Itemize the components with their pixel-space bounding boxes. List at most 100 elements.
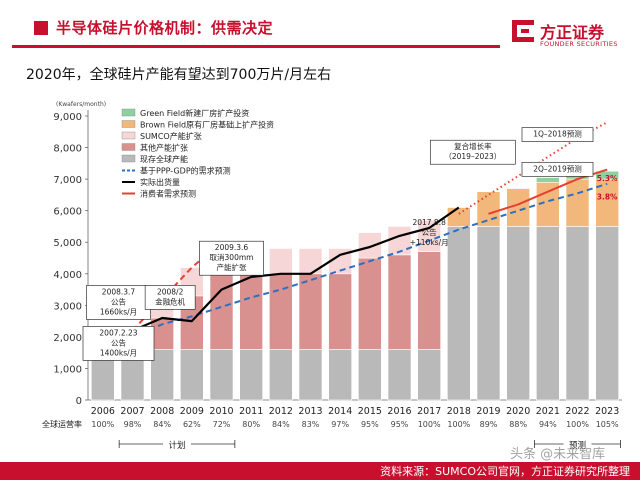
- x-tick-label: 2015: [358, 406, 382, 417]
- x-tick-label: 2009: [180, 406, 204, 417]
- annotation-text-ann-2017: 公告: [422, 227, 437, 237]
- annotation-box-ann-2q: [521, 161, 594, 177]
- utilization-value: 80%: [242, 420, 260, 429]
- annotation-box-ann-cagr: [429, 139, 516, 165]
- y-tick-label: 6,000: [53, 207, 82, 218]
- annotation-text-ann-1q: 1Q–2018预测: [533, 129, 582, 139]
- bar-sumco-2015: [358, 232, 382, 259]
- utilization-value: 62%: [183, 420, 201, 429]
- logo-name-en: FOUNDER SECURITIES: [540, 40, 618, 48]
- legend-label: 消费者需求预测: [140, 189, 196, 199]
- x-tick-label: 2006: [91, 406, 115, 417]
- annotation-text-ann-2008b: 金融危机: [155, 296, 185, 306]
- legend-label: 其他产能扩张: [140, 143, 188, 153]
- header-divider: [12, 45, 500, 48]
- y-tick-label: 5,000: [53, 238, 82, 249]
- annotation-text-ann-cagr: 复合增长率: [454, 141, 492, 151]
- bar-existing-2013: [298, 349, 323, 401]
- bar-existing-2010: [209, 349, 234, 401]
- annotation-box-ann-2008b: [144, 285, 196, 310]
- y-tick-label: 4,000: [53, 270, 82, 281]
- x-tick-label: 2021: [536, 406, 560, 417]
- annotation-text-ann-2017: 2017.8.8: [412, 218, 446, 227]
- x-tick-label: 2012: [269, 406, 293, 417]
- annotation-box-ann-2007: [82, 326, 155, 361]
- utilization-value: 100%: [91, 420, 114, 429]
- x-tick-label: 2022: [565, 406, 589, 417]
- x-tick-label: 2010: [209, 406, 233, 417]
- y-tick-label: 9,000: [53, 112, 82, 123]
- utilization-value: 97%: [331, 420, 349, 429]
- bar-other-2013: [298, 273, 323, 350]
- bar-existing-2023: [595, 226, 619, 401]
- legend-swatch-brown_field: [121, 120, 136, 128]
- utilization-value: 100%: [418, 420, 441, 429]
- legend-swatch-existing: [121, 154, 136, 163]
- legend-label: 基于PPP-GDP的需求预测: [140, 166, 231, 176]
- x-tick-label: 2016: [387, 406, 411, 417]
- annotation-text-ann-2009: 产能扩张: [217, 262, 247, 272]
- bar-existing-2011: [239, 349, 263, 401]
- y-tick-label: 1,000: [53, 364, 82, 375]
- y-tick-label: 2,000: [53, 333, 82, 344]
- slide-subtitle: 2020年，全球硅片产能有望达到700万片/月左右: [26, 67, 332, 83]
- annotation-text-ann-38: 3.8%: [597, 193, 618, 202]
- legend-swatch-other: [121, 143, 136, 151]
- annotation-box-ann-1q: [521, 127, 594, 142]
- annotation-text-ann-2007: 2007.2.23: [99, 328, 137, 337]
- x-tick-label: 2017: [417, 406, 441, 417]
- bar-other-2017: [417, 251, 441, 350]
- legend-label: Green Field新建厂房扩产投资: [140, 108, 249, 118]
- bar-green_field-2023: [595, 170, 619, 180]
- annotation-text-ann-2017: +110ks/月: [410, 238, 449, 247]
- bar-existing-2009: [180, 349, 204, 401]
- bar-sumco-2013: [298, 248, 323, 275]
- x-tick-label: 2014: [328, 406, 352, 417]
- bar-sumco-2016: [387, 226, 412, 256]
- annotation-text-ann-2009: 取消300mm: [210, 252, 254, 262]
- line-ppp_gdp-0: [102, 182, 608, 351]
- header: 半导体硅片价格机制：供需决定: [0, 0, 640, 56]
- annotation-text-ann-2q: 2Q–2019预测: [533, 163, 582, 173]
- utilization-value: 100%: [447, 420, 470, 429]
- bar-green_field-2021: [536, 177, 560, 183]
- y-tick-label: 7,000: [53, 175, 82, 186]
- bar-existing-2021: [536, 226, 560, 401]
- bar-other-2016: [387, 254, 412, 350]
- annotation-text-ann-cagr: （2019–2023）: [444, 152, 501, 161]
- bar-existing-2014: [328, 349, 352, 401]
- bar-other-2015: [358, 257, 382, 350]
- bar-other-2014: [328, 273, 352, 350]
- utilization-value: 72%: [213, 420, 231, 429]
- annotation-text-ann-53: 5.3%: [597, 174, 618, 183]
- bar-sumco-2012: [269, 248, 293, 275]
- utilization-value: 83%: [302, 420, 320, 429]
- y-tick-label: 0: [76, 396, 82, 407]
- utilization-value: 95%: [361, 420, 379, 429]
- legend-box: [118, 106, 304, 202]
- bar-brown_field-2022: [565, 178, 590, 227]
- legend-label: 现存全球产能: [140, 154, 188, 164]
- bar-existing-2012: [269, 349, 293, 401]
- period-label: 预测: [569, 440, 586, 451]
- wafer-capacity-chart: (Kwafers/month) 0 1,000 2,000 3,000 4,000 5,00…: [42, 101, 622, 451]
- x-tick-label: 2011: [239, 406, 263, 417]
- x-tick-label: 2019: [476, 406, 500, 417]
- footer-bar: 资料来源：SUMCO公司官网，方正证券研究所整理: [0, 462, 640, 480]
- utilization-value: 89%: [480, 420, 498, 429]
- utilization-value: 98%: [124, 420, 142, 429]
- annotation-text-ann-2007: 公告: [111, 337, 126, 347]
- x-tick-label: 2013: [298, 406, 322, 417]
- legend-swatch-sumco: [121, 131, 136, 140]
- utilization-value: 88%: [509, 420, 527, 429]
- bar-existing-2019: [476, 226, 501, 401]
- annotation-text-ann-2008a: 1660ks/月: [100, 307, 137, 316]
- period-label-bg: [563, 438, 592, 450]
- founder-logo-icon: [512, 20, 534, 42]
- bar-sumco-2017: [417, 219, 441, 252]
- title-marker: [34, 21, 48, 35]
- legend-swatch-green_field: [121, 108, 136, 117]
- utilization-value: 94%: [539, 420, 557, 429]
- y-axis-label: (Kwafers/month): [56, 101, 106, 108]
- y-tick-label: 8,000: [53, 144, 82, 155]
